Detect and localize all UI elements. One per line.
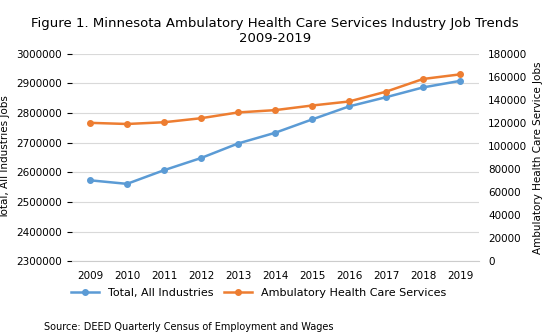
Ambulatory Health Care Services <box>456 72 463 76</box>
Ambulatory Health Care Services <box>346 99 353 104</box>
Text: Source: DEED Quarterly Census of Employment and Wages: Source: DEED Quarterly Census of Employm… <box>44 322 333 332</box>
Ambulatory Health Care Services <box>124 122 130 126</box>
Total, All Industries <box>124 182 130 186</box>
Ambulatory Health Care Services <box>383 90 389 94</box>
Total, All Industries <box>235 141 241 145</box>
Ambulatory Health Care Services <box>309 104 315 108</box>
Total, All Industries <box>346 105 353 109</box>
Line: Ambulatory Health Care Services: Ambulatory Health Care Services <box>87 72 463 127</box>
Title: Figure 1. Minnesota Ambulatory Health Care Services Industry Job Trends
2009-201: Figure 1. Minnesota Ambulatory Health Ca… <box>31 17 519 46</box>
Line: Total, All Industries: Total, All Industries <box>87 78 463 187</box>
Ambulatory Health Care Services <box>272 108 278 112</box>
Y-axis label: Ambulatory Health Care Service Jobs: Ambulatory Health Care Service Jobs <box>533 61 543 254</box>
Total, All Industries <box>383 95 389 99</box>
Ambulatory Health Care Services <box>420 77 426 81</box>
Y-axis label: Total, All Industries Jobs: Total, All Industries Jobs <box>1 95 10 219</box>
Ambulatory Health Care Services <box>161 120 167 124</box>
Total, All Industries <box>87 178 94 182</box>
Ambulatory Health Care Services <box>235 111 241 115</box>
Total, All Industries <box>272 131 278 135</box>
Total, All Industries <box>197 156 204 160</box>
Total, All Industries <box>420 85 426 89</box>
Total, All Industries <box>456 79 463 83</box>
Total, All Industries <box>309 118 315 122</box>
Ambulatory Health Care Services <box>87 121 94 125</box>
Legend: Total, All Industries, Ambulatory Health Care Services: Total, All Industries, Ambulatory Health… <box>67 284 450 303</box>
Ambulatory Health Care Services <box>197 116 204 120</box>
Total, All Industries <box>161 168 167 172</box>
